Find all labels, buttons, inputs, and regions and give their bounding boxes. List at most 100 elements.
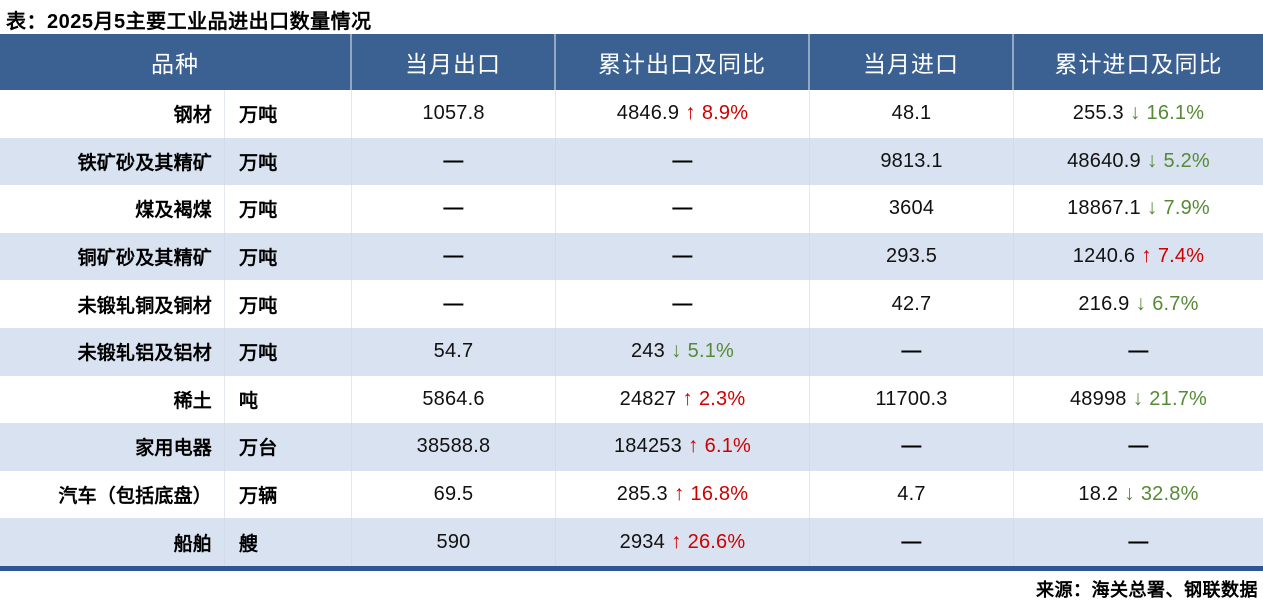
table-row: 钢材 万吨 1057.8 4846.9 ↑ 8.9% 48.1 255.3 ↓ 16.1%	[0, 90, 1263, 138]
yoy-percent: 16.1%	[1146, 102, 1205, 125]
cum-import-cell: 48998 ↓ 21.7%	[1014, 376, 1263, 424]
cum-import-value: —	[1128, 435, 1149, 458]
up-arrow-icon: ↑	[687, 434, 699, 458]
product-name: 船舶	[0, 518, 225, 566]
cum-import-value: 48998	[1069, 387, 1127, 410]
month-import-value: 9813.1	[880, 149, 943, 172]
cum-import-cell: —	[1014, 518, 1263, 566]
down-arrow-icon: ↓	[1132, 386, 1144, 410]
cum-export-value: 24827	[619, 387, 677, 410]
product-name: 煤及褐煤	[0, 185, 225, 233]
cum-export-cell: —	[556, 185, 810, 233]
table-row: 未锻轧铜及铜材 万吨 — — 42.7 216.9 ↓ 6.7%	[0, 280, 1263, 328]
down-arrow-icon: ↓	[1146, 196, 1158, 220]
month-export-cell: —	[352, 185, 556, 233]
unit-label: 万吨	[239, 200, 278, 222]
cum-export-value: —	[672, 197, 693, 220]
table-row: 铜矿砂及其精矿 万吨 — — 293.5 1240.6 ↑ 7.4%	[0, 232, 1263, 281]
up-arrow-icon: ↑	[1141, 244, 1152, 268]
table-row: 煤及褐煤 万吨 — — 3604 18867.1 ↓ 7.9%	[0, 185, 1263, 233]
month-import-value: —	[901, 435, 922, 458]
cum-import-value: 48640.9	[1067, 149, 1141, 172]
product-name: 家用电器	[0, 423, 225, 471]
cum-import-cell-group: 48998 ↓ 21.7%	[1070, 388, 1207, 411]
yoy-percent: 8.9%	[701, 102, 749, 125]
cum-import-cell-group: 255.3 ↓ 16.1%	[1073, 102, 1204, 125]
yoy-percent: 6.7%	[1152, 292, 1199, 315]
cum-export-cell: 184253 ↑ 6.1%	[556, 423, 810, 471]
month-import-value: 293.5	[885, 245, 938, 268]
cum-import-cell: —	[1014, 328, 1263, 376]
cum-export-value: 285.3	[616, 483, 668, 506]
product-name: 铁矿砂及其精矿	[0, 137, 225, 186]
month-import-value: 11700.3	[875, 387, 948, 410]
unit-label: 万台	[239, 438, 278, 460]
month-import-cell: 9813.1	[810, 137, 1014, 186]
cum-export-cell-group: 285.3 ↑ 16.8%	[617, 483, 748, 506]
cum-import-cell-group: 18.2 ↓ 32.8%	[1078, 483, 1198, 506]
cum-export-value: —	[672, 245, 693, 268]
yoy-percent: 32.8%	[1140, 483, 1199, 506]
unit-label: 吨	[239, 390, 259, 412]
page-title: 表：2025月5主要工业品进出口数量情况	[6, 11, 372, 33]
cum-import-cell: —	[1014, 423, 1263, 471]
yoy-percent: 5.1%	[687, 340, 735, 363]
cum-export-value: —	[672, 149, 693, 172]
product-name: 铜矿砂及其精矿	[0, 232, 225, 281]
month-export-cell: —	[352, 137, 556, 186]
month-import-cell: —	[810, 518, 1014, 566]
up-arrow-icon: ↑	[685, 101, 696, 125]
month-import-cell: 293.5	[810, 232, 1014, 281]
up-arrow-icon: ↑	[682, 386, 693, 410]
month-export-cell: 5864.6	[352, 375, 556, 424]
unit-label: 万辆	[239, 486, 278, 508]
month-import-value: 42.7	[891, 292, 932, 315]
down-arrow-icon: ↓	[1146, 148, 1158, 172]
cum-export-cell: —	[556, 137, 810, 186]
header-cell-cum-export: 累计出口及同比	[556, 34, 810, 90]
table-row: 汽车（包括底盘） 万辆 69.5 285.3 ↑ 16.8% 4.7 18.2 ↓ 32.8%	[0, 470, 1263, 519]
cum-export-cell: 24827 ↑ 2.3%	[556, 375, 810, 424]
cum-export-value: 184253	[613, 435, 682, 458]
month-export-value: —	[443, 245, 464, 268]
month-export-value: 38588.8	[416, 435, 491, 458]
cum-import-cell: 1240.6 ↑ 7.4%	[1014, 233, 1263, 281]
table-body: 钢材 万吨 1057.8 4846.9 ↑ 8.9% 48.1 255.3 ↓ 16.1% 铁矿砂及…	[0, 90, 1263, 566]
yoy-percent: 2.3%	[698, 387, 746, 410]
yoy-percent: 7.4%	[1157, 245, 1205, 268]
table-row: 未锻轧铝及铝材 万吨 54.7 243 ↓ 5.1% — —	[0, 327, 1263, 376]
header-cell-product: 品种	[0, 34, 352, 90]
month-import-value: —	[901, 530, 922, 553]
month-export-value: 5864.6	[422, 387, 485, 410]
table-header-row: 品种 当月出口 累计出口及同比 当月进口 累计进口及同比	[0, 34, 1263, 90]
unit-label: 艘	[239, 533, 259, 555]
cum-export-value: 243	[630, 340, 665, 363]
up-arrow-icon: ↑	[673, 482, 685, 506]
month-export-value: 590	[436, 530, 471, 553]
down-arrow-icon: ↓	[1124, 482, 1135, 506]
cum-import-cell: 18.2 ↓ 32.8%	[1014, 471, 1263, 519]
product-name: 未锻轧铝及铝材	[0, 327, 225, 376]
cum-export-cell: —	[556, 280, 810, 328]
cum-import-cell-group: 216.9 ↓ 6.7%	[1078, 293, 1198, 316]
month-export-value: 69.5	[433, 483, 474, 506]
cum-import-cell: 255.3 ↓ 16.1%	[1014, 90, 1263, 138]
month-import-value: 4.7	[897, 483, 926, 506]
month-export-cell: 54.7	[352, 327, 556, 376]
yoy-percent: 21.7%	[1149, 387, 1208, 410]
product-name: 钢材	[0, 90, 225, 138]
yoy-percent: 5.2%	[1163, 149, 1210, 172]
cum-export-value: 4846.9	[616, 102, 680, 125]
table-row: 家用电器 万台 38588.8 184253 ↑ 6.1% — —	[0, 423, 1263, 471]
cum-import-value: 216.9	[1078, 292, 1130, 315]
product-cell: 铁矿砂及其精矿 万吨	[0, 137, 352, 186]
table-row: 稀土吨 5864.6 24827 ↑ 2.3% 11700.3 48998 ↓ 21.7%	[0, 375, 1263, 424]
product-name: 汽车（包括底盘）	[0, 470, 225, 519]
product-cell: 煤及褐煤 万吨	[0, 185, 352, 233]
month-import-value: 48.1	[891, 102, 932, 125]
up-arrow-icon: ↑	[670, 529, 682, 553]
cum-export-value: 2934	[619, 530, 665, 553]
cum-import-value: —	[1128, 530, 1149, 553]
cum-import-cell: 48640.9 ↓ 5.2%	[1014, 138, 1263, 186]
month-import-cell: 48.1	[810, 90, 1014, 138]
